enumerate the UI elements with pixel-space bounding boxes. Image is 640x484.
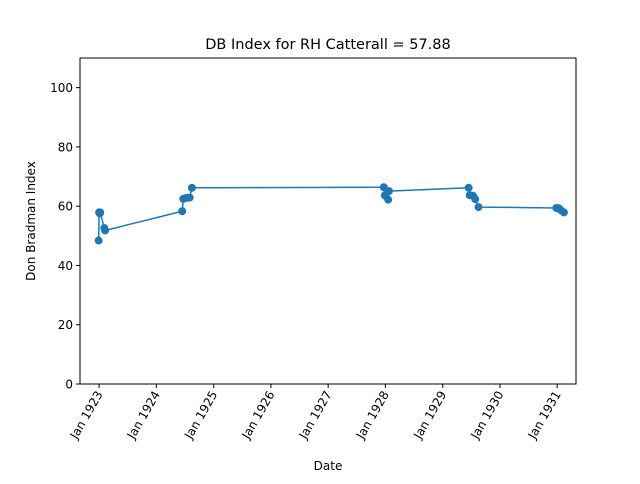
- data-point: [101, 226, 110, 235]
- data-point: [474, 203, 483, 212]
- y-tick-label: 40: [58, 259, 73, 273]
- data-point: [471, 195, 480, 204]
- y-tick-label: 0: [65, 378, 73, 392]
- data-point: [384, 195, 393, 204]
- series: [94, 183, 568, 245]
- data-point: [94, 236, 103, 245]
- data-point: [559, 208, 568, 217]
- y-tick-label: 100: [50, 81, 73, 95]
- x-axis-label: Date: [314, 459, 343, 473]
- y-axis-label: Don Bradman Index: [24, 161, 38, 281]
- y-tick-label: 60: [58, 200, 73, 214]
- data-point: [464, 183, 473, 192]
- data-point: [96, 208, 105, 217]
- data-point: [178, 207, 187, 216]
- plot-frame: [79, 57, 577, 385]
- data-point: [187, 183, 196, 192]
- y-tick-label: 80: [58, 140, 73, 154]
- y-axis: 0 20 40 60 80 100: [50, 81, 80, 392]
- data-point: [185, 193, 194, 202]
- chart-title: DB Index for RH Catterall = 57.88: [205, 37, 450, 53]
- y-tick-label: 20: [58, 318, 73, 332]
- data-point: [384, 187, 393, 196]
